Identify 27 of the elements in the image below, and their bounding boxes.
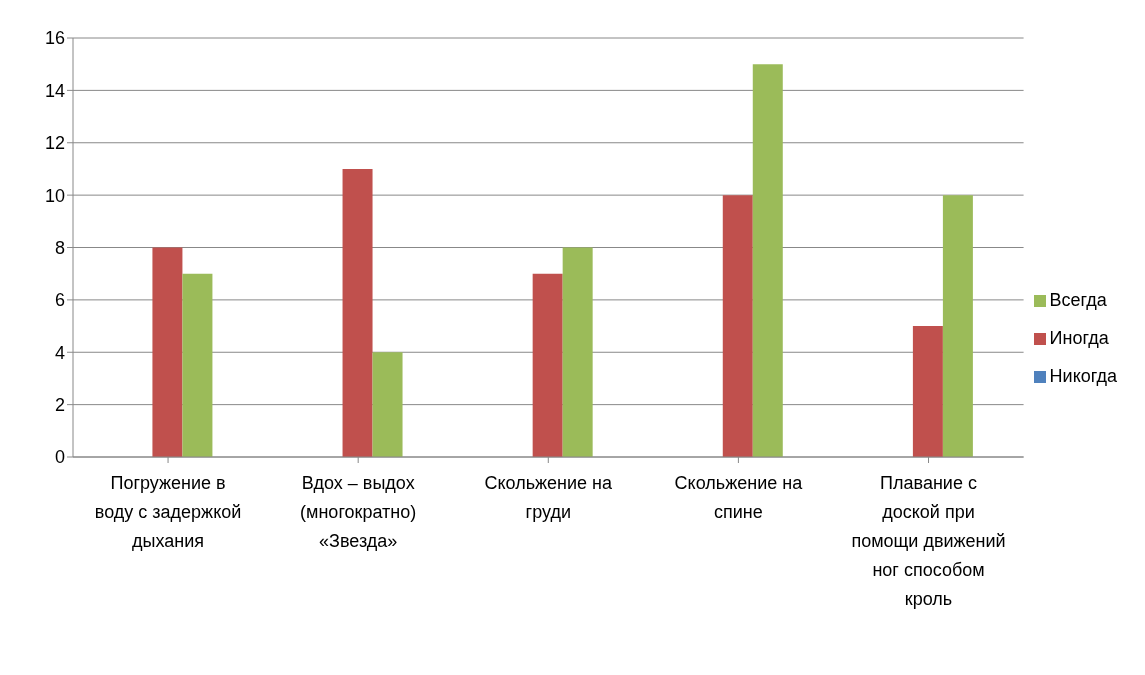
bar <box>752 64 783 457</box>
bar <box>562 247 593 457</box>
bar <box>912 326 943 457</box>
bar <box>342 168 373 457</box>
x-tick-label: Плавание с доской при помощи движений ног способом кроль <box>851 473 1006 609</box>
bar <box>942 195 973 457</box>
x-tick-label: Скольжение на спине <box>674 473 804 522</box>
y-tick-label: 14 <box>44 80 65 101</box>
bar <box>532 273 563 457</box>
legend-label: Всегда <box>1049 289 1107 310</box>
legend-label: Иногда <box>1049 327 1109 348</box>
y-tick-label: 12 <box>44 133 65 154</box>
y-tick-label: 0 <box>54 447 65 468</box>
y-tick-label: 2 <box>54 395 65 416</box>
y-tick-label: 8 <box>54 237 65 258</box>
bar <box>152 247 183 457</box>
x-tick-label: Погружение в воду с задержкой дыхания <box>94 473 242 551</box>
y-tick-label: 16 <box>44 28 65 49</box>
y-tick-label: 6 <box>54 290 65 311</box>
bar <box>722 195 753 457</box>
y-tick-label: 4 <box>54 342 65 363</box>
y-tick-label: 10 <box>44 185 65 206</box>
legend-label: Никогда <box>1049 365 1117 386</box>
bar <box>182 273 213 457</box>
x-tick-label: Скольжение на груди <box>484 473 614 522</box>
bar <box>372 352 403 457</box>
x-tick-label: Вдох – выдох (многократно) «Звезда» <box>300 473 417 551</box>
